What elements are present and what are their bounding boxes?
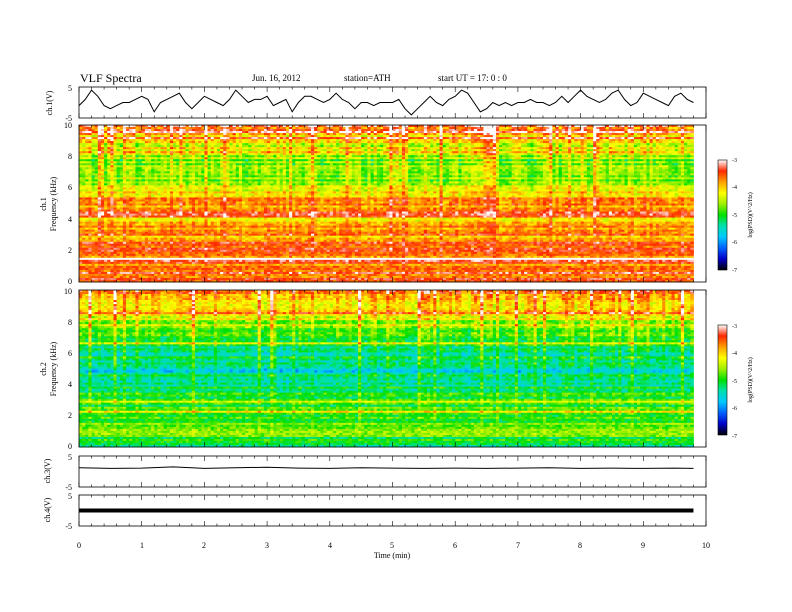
spectrogram-ch1-cells xyxy=(79,125,694,282)
ch1-panel: 5 -5 ch.1(V) xyxy=(45,84,706,123)
figure-title: VLF Spectra xyxy=(80,71,142,85)
ch1-ylabel: ch.1(V) xyxy=(45,90,54,115)
date-label: Jun. 16, 2012 xyxy=(252,73,301,83)
ch1-ytick-top: 5 xyxy=(68,84,72,93)
spectrogram-ch1: 0 2 4 6 8 10 ch.1 Frequency (kHz) xyxy=(39,121,706,286)
station-label: station=ATH xyxy=(344,73,391,83)
start-time-label: start UT = 17: 0 : 0 xyxy=(438,73,507,83)
